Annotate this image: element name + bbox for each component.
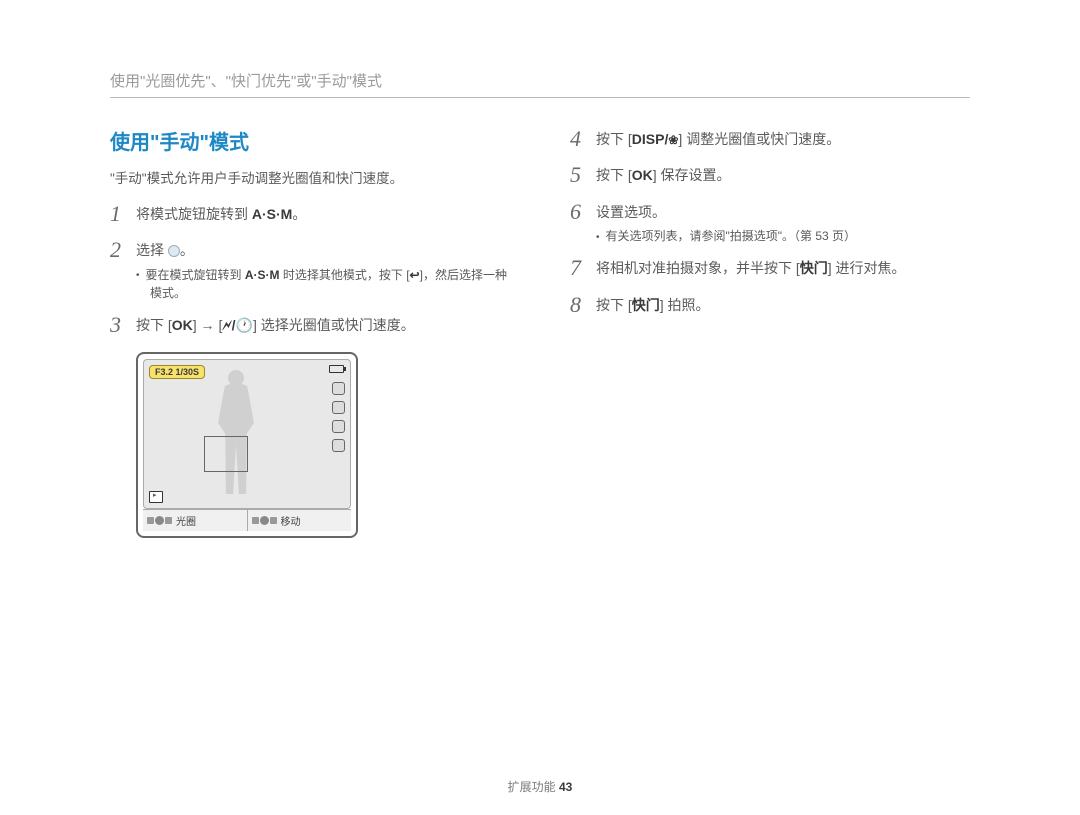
step-text: ] 拍照。 (660, 297, 710, 313)
step-text: ] → [ (193, 317, 223, 333)
footer-page-number: 43 (559, 780, 572, 794)
step-text: 。 (180, 242, 194, 258)
step-number: 4 (570, 126, 596, 152)
step-6: 6 设置选项。 •有关选项列表，请参阅"拍摄选项"。（第 53 页） (570, 199, 970, 245)
step-text: ] 进行对焦。 (828, 260, 906, 276)
section-title: 使用"手动"模式 (110, 126, 510, 155)
camera-lcd-figure: F3.2 1/30S 光圈 (136, 352, 358, 538)
lcd-focus-box (204, 436, 248, 472)
step-3: 3 按下 [OK] → [🗲/🕐] 选择光圈值或快门速度。 (110, 312, 510, 338)
nav-updown-icon (147, 516, 172, 525)
lcd-bar-right: 移动 (248, 510, 352, 531)
lcd-bar-left-label: 光圈 (176, 513, 196, 528)
ok-label: OK (632, 167, 653, 183)
lcd-screen: F3.2 1/30S (143, 359, 351, 509)
step-text: 按下 [ (596, 131, 632, 147)
disp-label: DISP/ (632, 131, 669, 147)
step-number: 8 (570, 292, 596, 318)
lcd-bottom-bar: 光圈 移动 (143, 509, 351, 531)
right-column: 4 按下 [DISP/❀] 调整光圈值或快门速度。 5 按下 [OK] 保存设置… (570, 126, 970, 538)
step-2: 2 选择 。 •要在模式旋钮转到 A·S·M 时选择其他模式，按下 [↩]，然后… (110, 237, 510, 301)
step-text: 设置选项。 (596, 204, 666, 220)
battery-icon (329, 365, 344, 373)
step-8: 8 按下 [快门] 拍照。 (570, 292, 970, 318)
step-number: 7 (570, 255, 596, 281)
shutter-label: 快门 (632, 297, 660, 313)
step-number: 1 (110, 201, 136, 227)
lcd-icon-1 (332, 382, 345, 395)
step-number: 2 (110, 237, 136, 263)
mode-icon (168, 245, 180, 257)
step-7: 7 将相机对准拍摄对象，并半按下 [快门] 进行对焦。 (570, 255, 970, 281)
step-text: 按下 [ (596, 297, 632, 313)
step-text: ] 选择光圈值或快门速度。 (253, 317, 415, 333)
lcd-person-silhouette (214, 370, 258, 494)
page-footer: 扩展功能 43 (0, 778, 1080, 795)
step-4: 4 按下 [DISP/❀] 调整光圈值或快门速度。 (570, 126, 970, 152)
step-text: ] 调整光圈值或快门速度。 (678, 131, 840, 147)
step-text: ] 保存设置。 (653, 167, 731, 183)
lcd-bar-right-label: 移动 (281, 513, 301, 528)
lcd-icon-3 (332, 420, 345, 433)
footer-section: 扩展功能 (508, 780, 559, 794)
macro-flower-icon: ❀ (668, 133, 678, 147)
section-intro: "手动"模式允许用户手动调整光圈值和快门速度。 (110, 167, 510, 187)
step-1: 1 将模式旋钮旋转到 A·S·M。 (110, 201, 510, 227)
content-columns: 使用"手动"模式 "手动"模式允许用户手动调整光圈值和快门速度。 1 将模式旋钮… (110, 126, 970, 538)
shutter-label: 快门 (800, 260, 828, 276)
step-text: 按下 [ (596, 167, 632, 183)
step-text: 。 (292, 206, 306, 222)
nav-leftright-icon (252, 516, 277, 525)
step-text: 按下 [ (136, 317, 172, 333)
step-number: 3 (110, 312, 136, 338)
step-note: •要在模式旋钮转到 A·S·M 时选择其他模式，按下 [↩]，然后选择一种模式。 (136, 266, 510, 302)
lcd-bar-left: 光圈 (143, 510, 248, 531)
sd-card-icon (149, 491, 163, 503)
step-number: 6 (570, 199, 596, 225)
left-column: 使用"手动"模式 "手动"模式允许用户手动调整光圈值和快门速度。 1 将模式旋钮… (110, 126, 510, 538)
step-text: 选择 (136, 242, 168, 258)
lcd-exposure-pill: F3.2 1/30S (149, 365, 205, 379)
lcd-icon-2 (332, 401, 345, 414)
step-text: 将模式旋钮旋转到 (136, 206, 252, 222)
ok-label: OK (172, 317, 193, 333)
lcd-icon-4 (332, 439, 345, 452)
page-header: 使用"光圈优先"、"快门优先"或"手动"模式 (110, 70, 970, 98)
asm-label: A·S·M (252, 206, 292, 222)
lcd-side-icons (332, 382, 345, 452)
step-text: 将相机对准拍摄对象，并半按下 [ (596, 260, 800, 276)
step-number: 5 (570, 162, 596, 188)
step-note: •有关选项列表，请参阅"拍摄选项"。（第 53 页） (596, 227, 970, 245)
step-5: 5 按下 [OK] 保存设置。 (570, 162, 970, 188)
flash-timer-icon: 🗲/🕐 (222, 317, 253, 333)
